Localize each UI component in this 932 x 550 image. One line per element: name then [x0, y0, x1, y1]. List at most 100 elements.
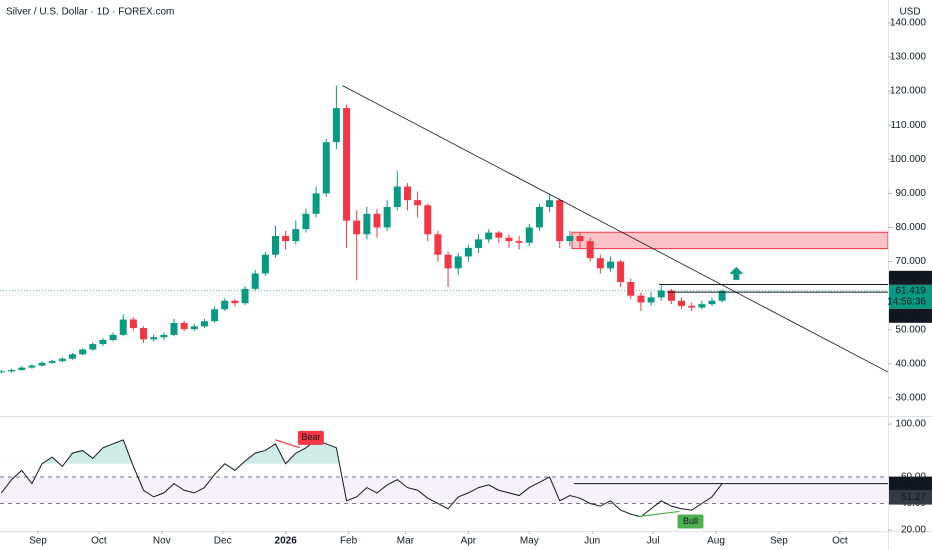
x-tick-label: Sep: [29, 536, 47, 547]
candle-body: [363, 213, 371, 235]
candle-body: [48, 361, 56, 363]
bear-label-box: [297, 430, 324, 445]
candle-body: [343, 108, 351, 221]
candle-body: [160, 334, 168, 338]
candle-body: [170, 322, 178, 335]
candle-body: [414, 200, 422, 206]
candle-body: [140, 328, 148, 340]
candle-body: [647, 297, 655, 303]
rsi-ma-label: 51.27: [901, 492, 926, 503]
rsi-y-tick-label: 100.00: [895, 419, 926, 430]
candle-body: [68, 354, 76, 359]
x-tick-label: Dec: [214, 536, 232, 547]
chart-title: Silver / U.S. Dollar · 1D · FOREX.com: [6, 7, 174, 18]
candle-body: [556, 200, 564, 242]
x-tick-label: 2026: [275, 536, 298, 547]
candle-body: [312, 193, 320, 214]
candle-body: [485, 232, 493, 240]
candle-body: [99, 339, 107, 345]
rsi-ma-box: [889, 490, 932, 505]
candle-body: [464, 247, 472, 257]
x-tick-label: Feb: [340, 536, 358, 547]
countdown-label: 14:56:36: [887, 296, 926, 307]
y-tick-label: 130.000: [890, 52, 927, 63]
currency-label: USD: [899, 7, 920, 18]
candle-body: [119, 319, 127, 335]
candle-body: [109, 334, 117, 340]
candle-body: [454, 256, 462, 269]
candle-body: [393, 186, 401, 207]
candle-body: [698, 304, 706, 308]
overbought-fill: [42, 439, 340, 464]
candle-body: [596, 258, 604, 269]
candle-body: [383, 206, 391, 228]
candle-body: [535, 206, 543, 228]
level-box: [889, 308, 932, 323]
bull-label-box: [677, 514, 704, 529]
candle-body: [475, 239, 483, 248]
rsi-y-tick-label: 20.00: [901, 525, 926, 536]
y-tick-label: 70.000: [895, 256, 926, 267]
candle-body: [282, 235, 290, 242]
rsi-pane: [0, 439, 888, 518]
candle-body: [546, 200, 554, 207]
candle-body: [667, 290, 675, 301]
candle-body: [617, 261, 625, 283]
price-pane: [0, 85, 888, 374]
candle-body: [353, 220, 361, 235]
y-tick-label: 50.000: [895, 324, 926, 335]
candle-body: [251, 273, 259, 289]
candle-body: [129, 319, 137, 329]
trendline: [342, 85, 888, 373]
candle-body: [657, 290, 665, 298]
candle-body: [241, 288, 249, 304]
y-tick-label: 30.000: [895, 393, 926, 404]
candle-body: [18, 367, 26, 370]
bull-label: Bull: [683, 516, 698, 526]
level-box: [889, 270, 932, 285]
candle-body: [403, 186, 411, 201]
x-tick-label: Jul: [647, 536, 660, 547]
candle-body: [221, 300, 229, 310]
y-tick-label: 110.000: [891, 120, 927, 131]
y-tick-label: 100.000: [890, 154, 927, 165]
candle-body: [190, 326, 198, 330]
candle-body: [271, 235, 279, 255]
rsi-level-label: 55.01: [901, 478, 926, 489]
candle-body: [38, 362, 46, 366]
rsi-band: [0, 476, 888, 504]
candle-body: [434, 234, 442, 255]
candle-body: [322, 142, 330, 194]
candle-body: [79, 349, 87, 355]
candle-body: [89, 344, 97, 350]
x-tick-label: Apr: [461, 536, 477, 547]
supply-zone: [571, 231, 888, 250]
x-tick-label: May: [520, 536, 539, 547]
candle-body: [718, 290, 726, 301]
candle-body: [586, 241, 594, 259]
last-price-box: [889, 284, 932, 309]
rsi-level-box: [889, 476, 932, 491]
candle-body: [200, 321, 208, 327]
candle-body: [58, 358, 66, 362]
x-tick-label: Aug: [707, 536, 725, 547]
candle-body: [688, 305, 696, 308]
candle-body: [525, 227, 533, 243]
candle-body: [231, 300, 239, 304]
candle-body: [150, 337, 158, 340]
y-tick-label: 120.000: [890, 86, 927, 97]
x-tick-label: Oct: [832, 536, 848, 547]
level-label: 63.274: [895, 272, 926, 283]
level-label: 61.028: [895, 310, 926, 321]
bull-line: [636, 510, 680, 518]
candle-body: [505, 237, 513, 242]
candle-body: [292, 229, 300, 242]
candle-body: [495, 232, 503, 238]
bear-line: [275, 439, 301, 449]
candle-body: [261, 254, 269, 274]
candle-body: [678, 300, 686, 306]
rsi-line: [1, 439, 723, 518]
x-tick-label: Jun: [584, 536, 600, 547]
